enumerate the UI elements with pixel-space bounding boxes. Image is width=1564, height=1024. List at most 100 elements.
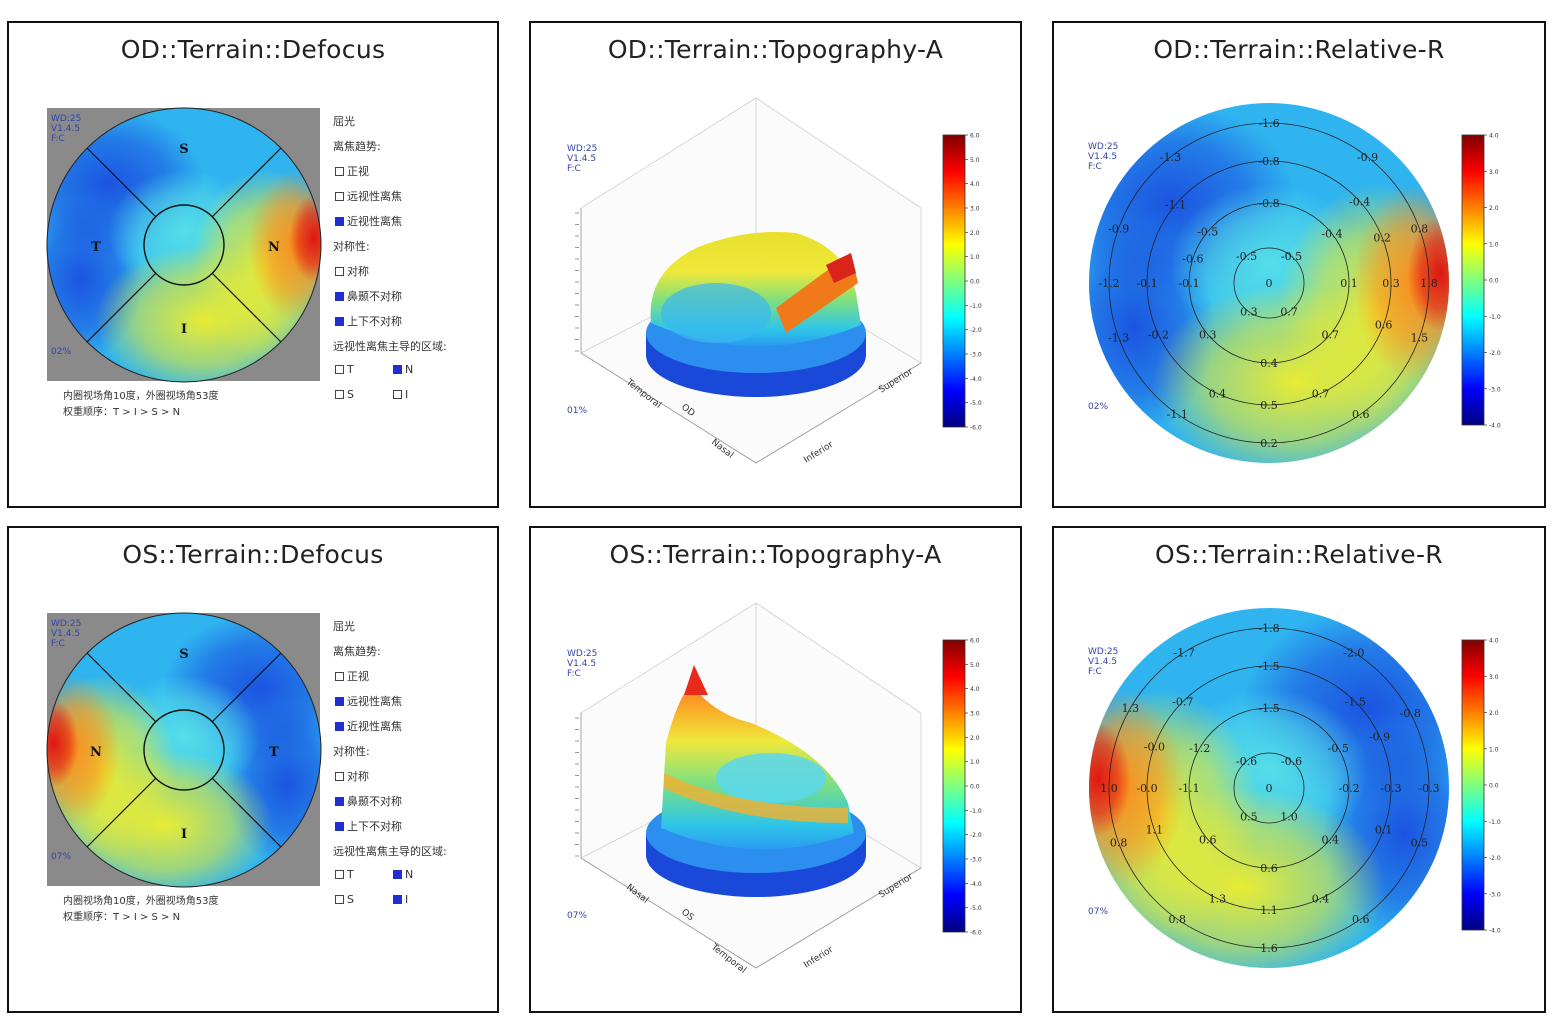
badge-text: V1.4.5 [1088,657,1117,667]
ring-value-label: 0.1 [1340,277,1358,290]
colorbar-tick-label: -1.0 [1489,314,1501,321]
ring-value-label: -1.2 [1189,742,1210,755]
contour-ring [1146,665,1392,911]
panel-os-relative: OS::Terrain::Relative-R -1.8 -1.7 -2.0 -1.5-… [1052,526,1546,1013]
colorbar [942,134,966,428]
sector-line [86,147,157,218]
ring-value-label: -1.6 [1258,117,1279,130]
legend-item: 远视性离焦 [335,188,402,204]
contour-ring [1188,707,1350,869]
colorbar-tick-label: 2.0 [1489,205,1499,212]
legend-item: 上下不对称 [335,818,402,834]
ring-value-label: 0.4 [1209,388,1227,401]
colorbar [1461,134,1485,426]
ring-value-label: 1.1 [1146,824,1164,837]
legend-item: 屈光 [333,618,355,634]
legend-item: 近视性离焦 [335,718,402,734]
region-label: I [405,388,409,401]
contour-ring [1146,160,1392,406]
legend-label: 对称 [347,770,369,783]
badge-text: V1.4.5 [51,629,80,639]
legend-label: 近视性离焦 [347,215,402,228]
colorbar-tick-label: 6.0 [970,133,980,140]
legend-item: 鼻颞不对称 [335,793,402,809]
colorbar-tick-label: -2.0 [970,327,982,334]
ring-value-label: 0.7 [1312,388,1330,401]
ring-value-label: 0.8 [1168,913,1186,926]
field-note: 内圈视场角10度，外圈视场角53度 [63,896,219,907]
axis-label: Inferior [802,440,835,466]
ring-value-label: -0.5 [1197,226,1218,239]
colorbar-tick-label: 5.0 [970,157,980,164]
panel-title: OS::Terrain::Topography-A [609,540,942,569]
legend-label: 离焦趋势: [333,645,381,658]
badge-text: WD:25 [51,114,81,124]
region-checkbox [335,895,344,904]
legend-label: 正视 [347,165,369,178]
colorbar [942,639,966,933]
ring-value-label: 0 [1266,782,1273,795]
colorbar-tick-label: 2.0 [970,735,980,742]
ring-value-label: 0.4 [1312,893,1330,906]
sector-line [86,652,157,723]
legend-checkbox [335,292,344,301]
colorbar-tick-label: -4.0 [1489,928,1501,935]
badge-text: F:C [51,639,65,649]
region-checkbox [393,365,402,374]
od-relative-plot: -1.6 -1.3 -0.9 -0.8 -1.1 -0.4 -0.8 -0.5 -0.4 -0.9… [1088,103,1501,463]
sector-label-right: T [269,745,279,760]
region-label: T [347,868,354,881]
ring-value-label: -1.1 [1167,408,1188,421]
badge-text: 07% [51,852,71,862]
region-checkbox [393,895,402,904]
sector-line [86,777,157,848]
sector-line [86,272,157,343]
sector-label-left: T [91,240,101,255]
ring-value-label: -0.2 [1338,782,1359,795]
region-option: T [335,868,354,881]
badge-text: F:C [567,164,581,174]
ring-value-label: 0.6 [1260,862,1278,875]
colorbar-tick-label: -4.0 [970,376,982,383]
ring-value-label: 0.7 [1322,328,1340,341]
region-checkbox [335,870,344,879]
ring-value-label: 0.5 [1240,811,1258,824]
ring-value-label: -0.8 [1258,155,1279,168]
inner-ring [143,204,225,286]
ring-value-label: -0.5 [1328,742,1349,755]
legend-label: 鼻颞不对称 [347,290,402,303]
ring-value-label: 0.6 [1375,319,1393,332]
os-relative-plot: -1.8 -1.7 -2.0 -1.5 -0.7 -1.5 -1.5 1.3 -0.8 -0.0 -… [1088,608,1501,968]
ring-value-label: -1.5 [1258,702,1279,715]
contour-ring [1188,202,1350,364]
colorbar-tick-label: -5.0 [970,400,982,407]
contour-ring [1233,247,1305,319]
region-label: I [405,893,409,906]
legend-label: 对称 [347,265,369,278]
ring-value-label: 0.7 [1280,306,1298,319]
ring-value-label: -0.1 [1178,277,1199,290]
ring-value-label: -2.0 [1343,646,1364,659]
legend-item: 远视性离焦 [335,693,402,709]
ring-value-label: -0.9 [1357,151,1378,164]
ring-value-label: -0.7 [1172,696,1193,709]
legend-checkbox [335,697,344,706]
colorbar-tick-label: -4.0 [970,881,982,888]
legend-label: 对称性: [333,745,370,758]
colorbar-tick-label: 6.0 [970,638,980,645]
legend-item: 对称性: [333,743,370,759]
legend-label: 远视性离焦 [347,190,402,203]
colorbar-tick-label: 1.0 [1489,746,1499,753]
badge-text: WD:25 [567,144,597,154]
colorbar-tick-label: -3.0 [970,352,982,359]
legend-label: 正视 [347,670,369,683]
colorbar-tick-label: -3.0 [970,857,982,864]
colorbar-tick-label: 4.0 [1489,133,1499,140]
region-option: S [335,388,354,401]
badge-text: 07% [1088,907,1108,917]
legend-item: 屈光 [333,113,355,129]
ring-value-label: 0.4 [1260,357,1278,370]
contour-ring [1108,122,1430,444]
colorbar-tick-label: -4.0 [1489,423,1501,430]
